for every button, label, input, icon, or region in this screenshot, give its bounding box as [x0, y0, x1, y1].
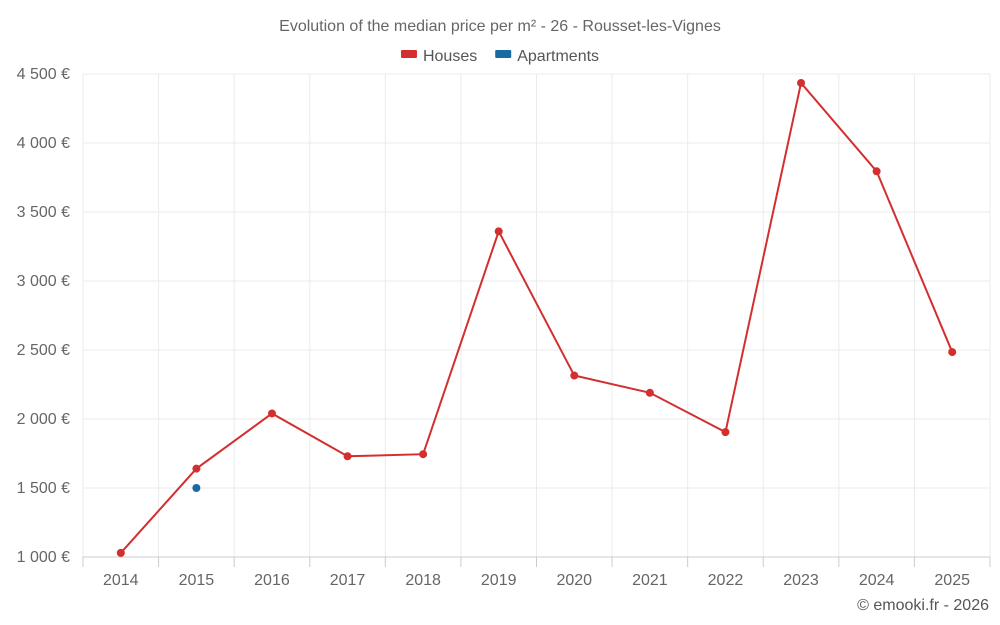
legend-item[interactable]: Houses — [400, 48, 477, 65]
x-tick-label: 2020 — [556, 572, 592, 589]
data-point[interactable] — [570, 371, 579, 380]
data-point[interactable] — [797, 78, 806, 87]
credit: © emooki.fr - 2026 — [857, 597, 989, 614]
x-tick-label: 2017 — [330, 572, 366, 589]
data-point[interactable] — [116, 548, 125, 557]
data-point[interactable] — [721, 428, 730, 437]
x-tick-label: 2014 — [103, 572, 139, 589]
data-point[interactable] — [948, 348, 957, 357]
legend-swatch — [400, 50, 417, 58]
data-point[interactable] — [267, 409, 276, 418]
data-point[interactable] — [343, 452, 352, 461]
data-point[interactable] — [872, 167, 881, 176]
data-point[interactable] — [192, 484, 201, 492]
legend: Houses Apartments — [400, 48, 599, 65]
data-point[interactable] — [419, 450, 428, 459]
series-line — [120, 80, 954, 554]
x-tick-label: 2023 — [783, 572, 819, 589]
data-point[interactable] — [192, 464, 201, 473]
legend-label: Houses — [423, 48, 477, 65]
data-point[interactable] — [494, 227, 503, 236]
y-axis: 1 000 € 1 500 € 2 000 € 2 500 € 3 000 € 3 500… — [17, 66, 70, 566]
y-tick-label: 4 000 € — [17, 135, 70, 152]
y-tick-label: 2 500 € — [17, 342, 70, 359]
y-tick-label: 3 500 € — [17, 204, 70, 221]
x-tick-label: 2022 — [708, 572, 744, 589]
x-tick-label: 2019 — [481, 572, 517, 589]
legend-swatch — [495, 50, 512, 58]
x-tick-label: 2015 — [179, 572, 215, 589]
legend-label: Apartments — [517, 48, 599, 65]
y-tick-label: 2 000 € — [17, 411, 70, 428]
y-tick-label: 3 000 € — [17, 273, 70, 290]
x-axis: 2014 2015 2016 2017 2018 2019 2020 2021 2022 2023… — [82, 556, 991, 589]
legend-item[interactable]: Apartments — [495, 48, 599, 65]
x-tick-label: 2016 — [254, 572, 290, 589]
chart-title: Evolution of the median price per m² - 2… — [279, 18, 721, 35]
y-tick-label: 1 500 € — [17, 480, 70, 497]
y-tick-label: 4 500 € — [17, 66, 70, 83]
x-tick-label: 2018 — [405, 572, 441, 589]
x-tick-label: 2025 — [934, 572, 970, 589]
series-layer — [116, 78, 957, 557]
data-point[interactable] — [645, 388, 654, 397]
grid — [82, 73, 991, 558]
x-tick-label: 2024 — [859, 572, 895, 589]
x-tick-label: 2021 — [632, 572, 668, 589]
y-tick-label: 1 000 € — [17, 549, 70, 566]
